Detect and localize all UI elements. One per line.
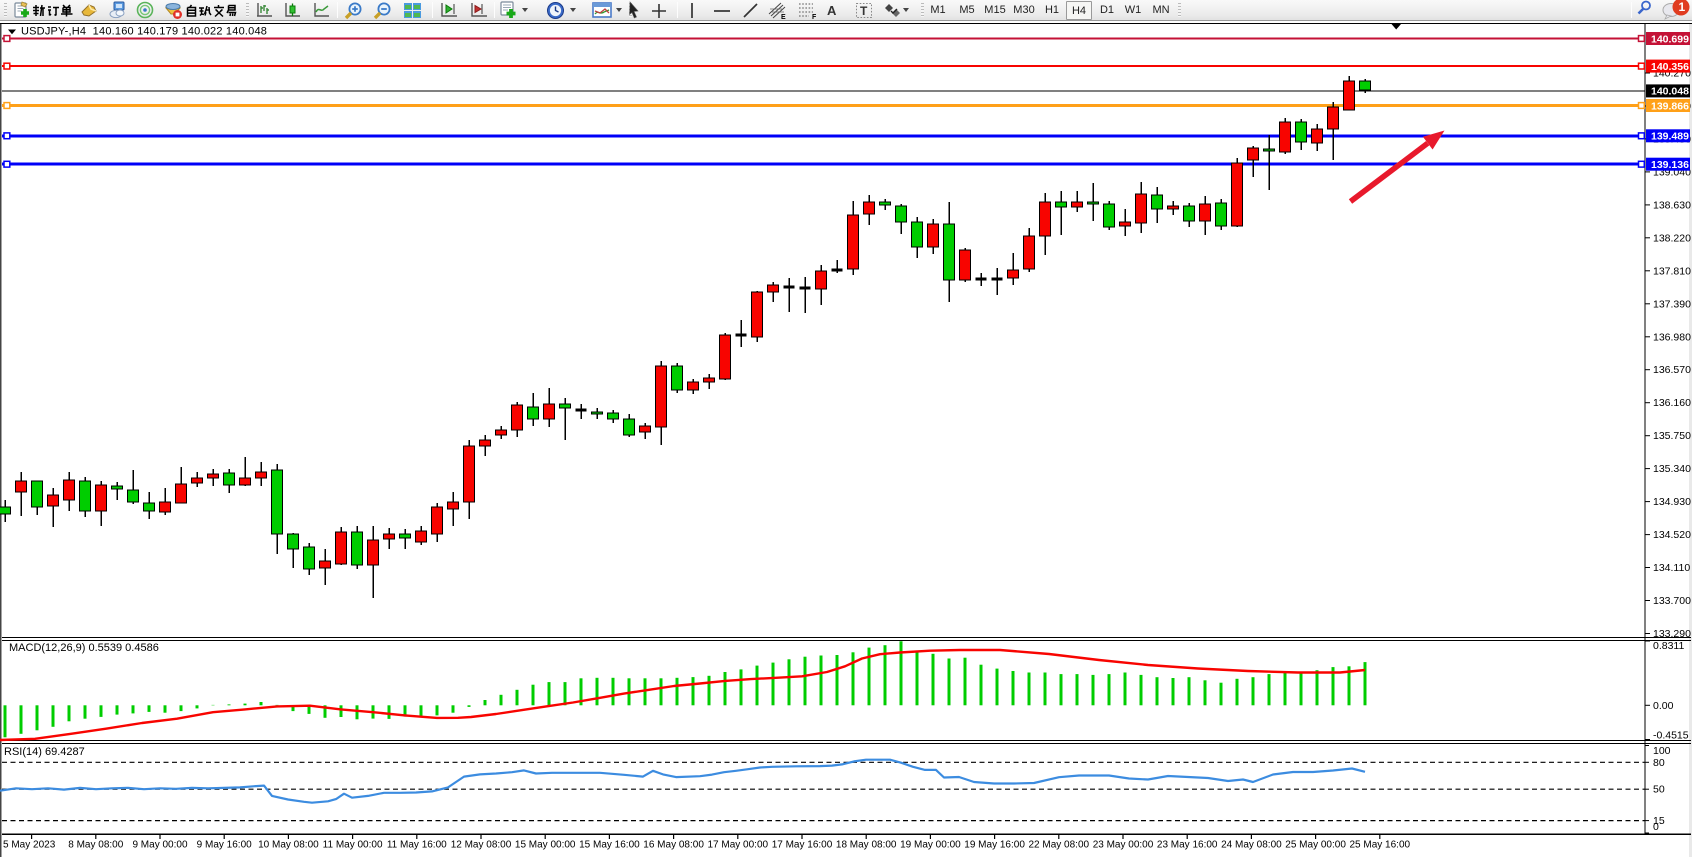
svg-text:137.390: 137.390: [1653, 298, 1691, 310]
svg-text:139.136: 139.136: [1651, 159, 1689, 171]
svg-text:19 May 00:00: 19 May 00:00: [900, 840, 961, 851]
svg-text:140.356: 140.356: [1651, 61, 1689, 73]
svg-text:0: 0: [1653, 821, 1659, 833]
svg-text:80: 80: [1653, 757, 1665, 769]
svg-text:134.110: 134.110: [1653, 562, 1690, 574]
svg-text:15: 15: [1653, 815, 1665, 827]
svg-text:17 May 00:00: 17 May 00:00: [707, 840, 768, 851]
svg-text:137.810: 137.810: [1653, 265, 1691, 277]
svg-text:E: E: [781, 14, 786, 21]
svg-text:139.489: 139.489: [1651, 131, 1689, 143]
svg-text:USDJPY-,H4 140.160 140.179 14: USDJPY-,H4 140.160 140.179 140.022 140.0…: [21, 26, 267, 38]
svg-text:138.220: 138.220: [1653, 232, 1691, 244]
svg-text:15 May 16:00: 15 May 16:00: [579, 840, 640, 851]
svg-text:100: 100: [1653, 745, 1671, 757]
svg-text:133.290: 133.290: [1653, 628, 1691, 640]
svg-text:F: F: [812, 14, 817, 21]
svg-text:15 May 00:00: 15 May 00:00: [515, 840, 576, 851]
svg-text:8 May 08:00: 8 May 08:00: [68, 840, 123, 851]
svg-text:10 May 08:00: 10 May 08:00: [258, 840, 319, 851]
svg-text:24 May 08:00: 24 May 08:00: [1221, 840, 1282, 851]
svg-text:0.8311: 0.8311: [1653, 640, 1684, 652]
svg-text:1: 1: [1679, 0, 1686, 14]
svg-text:139.866: 139.866: [1651, 100, 1689, 112]
svg-text:25 May 00:00: 25 May 00:00: [1285, 840, 1346, 851]
svg-text:-0.4515: -0.4515: [1653, 730, 1689, 742]
svg-text:12 May 08:00: 12 May 08:00: [451, 840, 512, 851]
svg-text:17 May 16:00: 17 May 16:00: [772, 840, 833, 851]
svg-text:MACD(12,26,9) 0.5539 0.4586: MACD(12,26,9) 0.5539 0.4586: [9, 642, 159, 654]
svg-text:140.699: 140.699: [1651, 33, 1689, 45]
svg-text:136.980: 136.980: [1653, 331, 1691, 343]
svg-text:135.340: 135.340: [1653, 463, 1691, 475]
svg-text:16 May 08:00: 16 May 08:00: [643, 840, 704, 851]
svg-text:RSI(14) 69.4287: RSI(14) 69.4287: [4, 746, 85, 758]
svg-text:140.048: 140.048: [1651, 86, 1689, 98]
svg-text:9 May 16:00: 9 May 16:00: [197, 840, 252, 851]
svg-text:50: 50: [1653, 784, 1665, 796]
svg-text:134.520: 134.520: [1653, 529, 1691, 541]
svg-text:134.930: 134.930: [1653, 496, 1691, 508]
svg-text:T: T: [860, 4, 868, 18]
svg-text:19 May 16:00: 19 May 16:00: [964, 840, 1025, 851]
svg-text:9 May 00:00: 9 May 00:00: [132, 840, 187, 851]
svg-text:22 May 08:00: 22 May 08:00: [1028, 840, 1089, 851]
svg-text:18 May 08:00: 18 May 08:00: [836, 840, 897, 851]
svg-text:5 May 2023: 5 May 2023: [3, 840, 56, 851]
svg-text:138.630: 138.630: [1653, 199, 1691, 211]
svg-text:11 May 16:00: 11 May 16:00: [387, 840, 447, 851]
svg-text:25 May 16:00: 25 May 16:00: [1349, 840, 1410, 851]
svg-text:11 May 00:00: 11 May 00:00: [323, 840, 383, 851]
svg-text:23 May 16:00: 23 May 16:00: [1157, 840, 1218, 851]
svg-text:136.570: 136.570: [1653, 364, 1691, 376]
svg-text:133.700: 133.700: [1653, 595, 1691, 607]
svg-text:0.00: 0.00: [1653, 700, 1674, 712]
svg-text:136.160: 136.160: [1653, 397, 1691, 409]
svg-text:23 May 00:00: 23 May 00:00: [1093, 840, 1154, 851]
svg-text:135.750: 135.750: [1653, 430, 1691, 442]
